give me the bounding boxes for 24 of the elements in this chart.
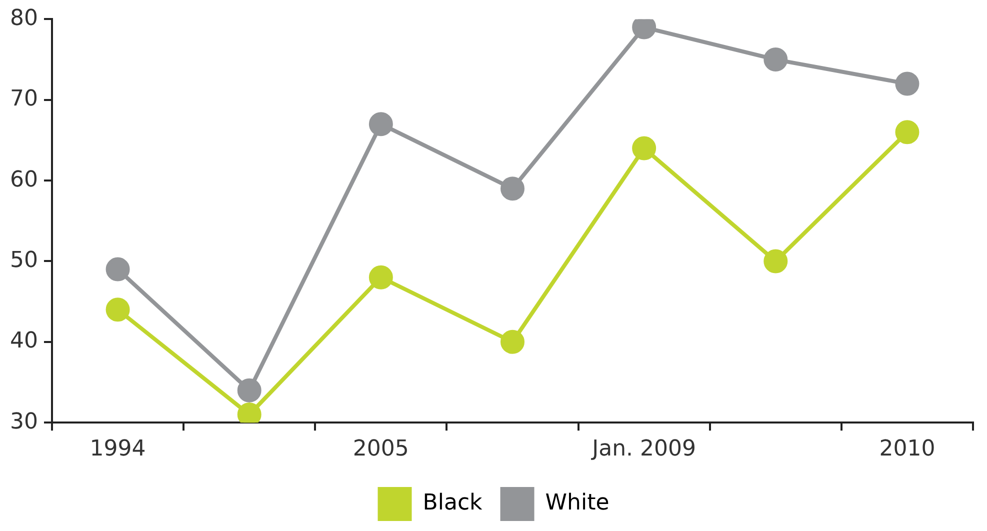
legend-label: Black bbox=[422, 490, 483, 516]
point bbox=[368, 112, 393, 136]
y-tick-label: 40 bbox=[10, 328, 38, 354]
point bbox=[764, 249, 788, 274]
x-tick-label: 1994 bbox=[90, 436, 146, 462]
point bbox=[500, 330, 524, 354]
y-tick-label: 80 bbox=[10, 6, 38, 31]
legend-label: White bbox=[545, 490, 610, 516]
y-tick-label: 60 bbox=[10, 167, 38, 192]
point bbox=[237, 378, 262, 402]
point bbox=[764, 48, 788, 72]
x-tick-label: 2010 bbox=[879, 436, 936, 462]
point bbox=[106, 257, 130, 282]
y-tick-label: 30 bbox=[10, 409, 38, 434]
point bbox=[500, 176, 524, 201]
point bbox=[106, 298, 130, 322]
x-tick-label: Jan. 2009 bbox=[590, 436, 696, 462]
y-tick-label: 70 bbox=[10, 86, 38, 112]
point bbox=[895, 120, 920, 144]
point bbox=[368, 265, 393, 290]
point bbox=[632, 136, 656, 160]
x-tick-label: 2005 bbox=[352, 436, 409, 462]
y-tick-label: 50 bbox=[10, 248, 38, 273]
point bbox=[895, 72, 920, 96]
